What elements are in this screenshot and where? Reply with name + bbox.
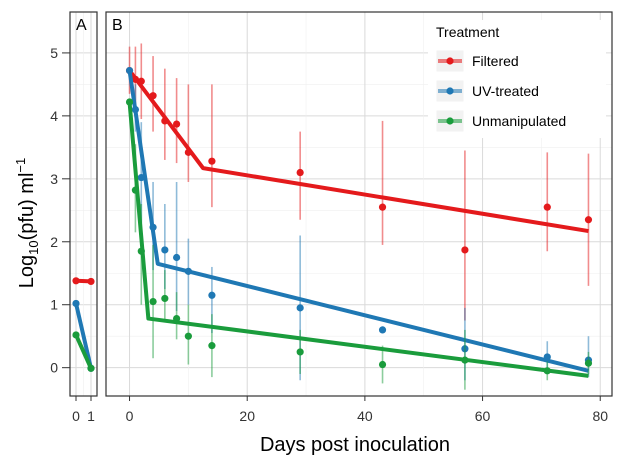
data-point xyxy=(137,77,145,85)
legend-item-filtered: Filtered xyxy=(435,49,519,73)
data-point xyxy=(543,367,551,375)
data-point xyxy=(208,291,216,299)
fit-line xyxy=(74,334,93,370)
data-point xyxy=(137,247,145,255)
x-tick-label: 80 xyxy=(592,408,608,424)
data-point xyxy=(161,294,169,303)
data-point xyxy=(543,203,551,211)
y-title-sup: −1 xyxy=(13,158,28,173)
y-tick-label: 5 xyxy=(50,45,58,61)
fit-line xyxy=(127,70,589,373)
legend-key-point xyxy=(446,57,454,65)
series-filtered xyxy=(125,43,593,321)
data-point xyxy=(296,348,304,356)
legend-label: Unmanipulated xyxy=(472,113,566,129)
series-unmanipulated xyxy=(72,331,95,372)
data-point xyxy=(584,216,593,224)
data-point xyxy=(161,117,169,125)
y-tick-label: 2 xyxy=(50,234,58,250)
y-tick-label: 0 xyxy=(50,360,58,376)
panel-border xyxy=(69,11,98,397)
data-point xyxy=(296,304,304,312)
data-point xyxy=(149,223,157,231)
legend-label: Filtered xyxy=(472,53,519,69)
data-point xyxy=(87,277,95,286)
panel-border xyxy=(105,11,613,397)
data-point xyxy=(72,331,80,339)
x-tick-label: 0 xyxy=(72,408,80,424)
fit-line xyxy=(127,69,589,234)
y-axis-title: Log10(pfu) ml−1 xyxy=(13,158,41,288)
x-tick-label: 1 xyxy=(87,408,95,424)
y-title-base: Log xyxy=(16,255,38,288)
data-point xyxy=(296,168,304,177)
y-title-rest: (pfu) ml xyxy=(16,173,38,241)
data-point xyxy=(208,157,216,165)
data-point xyxy=(584,359,593,367)
data-point xyxy=(161,246,169,254)
data-point xyxy=(543,353,551,361)
data-point xyxy=(131,186,140,194)
x-tick-label: 60 xyxy=(475,408,491,424)
y-tick-label: 1 xyxy=(50,297,58,313)
legend-key-point xyxy=(446,117,454,125)
legend: Treatment Filtered UV-treated Unmanipulated xyxy=(428,20,606,138)
x-tick-label: 0 xyxy=(126,408,134,424)
legend-item-unmanipulated: Unmanipulated xyxy=(435,109,566,133)
x-tick-label: 40 xyxy=(357,408,373,424)
y-tick-label: 3 xyxy=(50,171,58,187)
data-point xyxy=(173,120,181,128)
data-point xyxy=(378,203,387,211)
panel-a: 0 1 A xyxy=(69,11,98,424)
data-point xyxy=(149,92,157,100)
x-tick-label: 20 xyxy=(239,408,255,424)
fit-line xyxy=(74,303,93,369)
data-point xyxy=(378,326,387,334)
data-point xyxy=(184,267,192,275)
data-point xyxy=(131,105,140,114)
legend-key-point xyxy=(446,87,454,95)
data-point xyxy=(461,246,469,254)
panel-label: B xyxy=(112,17,123,34)
x-axis-title: Days post inoculation xyxy=(260,434,450,456)
data-point xyxy=(173,314,181,323)
data-point xyxy=(184,148,192,156)
data-point xyxy=(125,98,134,106)
fit-line xyxy=(127,101,589,378)
y-tick-label: 4 xyxy=(50,108,58,124)
data-point xyxy=(149,297,157,306)
legend-title: Treatment xyxy=(436,24,499,40)
data-point xyxy=(461,356,469,364)
data-point xyxy=(208,342,216,350)
data-point xyxy=(87,364,95,372)
y-axis-title-text: Log10(pfu) ml−1 xyxy=(13,158,41,288)
data-point xyxy=(131,75,140,83)
data-point xyxy=(72,299,80,308)
y-title-sub: 10 xyxy=(26,240,41,254)
data-point xyxy=(184,332,192,340)
data-point xyxy=(125,66,134,75)
data-point xyxy=(378,360,387,369)
data-point xyxy=(72,277,80,285)
legend-label: UV-treated xyxy=(472,83,539,99)
series-unmanipulated xyxy=(125,98,593,390)
data-point xyxy=(137,173,145,182)
panel-label: A xyxy=(76,17,87,34)
data-point xyxy=(173,253,181,262)
series-filtered xyxy=(72,277,95,286)
legend-item-uv-treated: UV-treated xyxy=(435,79,539,103)
